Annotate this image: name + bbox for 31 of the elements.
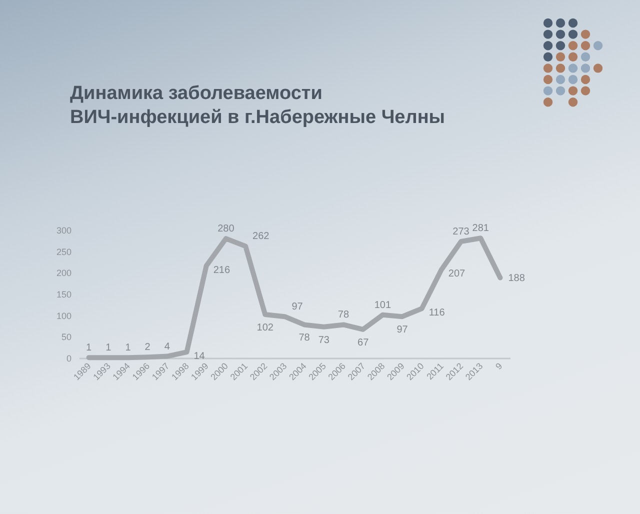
data-label: 1 [125, 342, 132, 354]
data-label: 1 [106, 342, 112, 354]
data-label: 262 [252, 231, 270, 242]
data-label: 273 [452, 226, 470, 238]
y-tick-label: 150 [56, 290, 72, 300]
y-tick-label: 100 [56, 310, 72, 321]
data-label: 78 [298, 332, 310, 344]
data-label: 116 [428, 308, 446, 319]
y-tick-label: 300 [56, 226, 72, 236]
data-label: 216 [213, 264, 230, 276]
data-label: 281 [472, 223, 490, 234]
data-label: 101 [374, 300, 392, 311]
chart-title: Динамика заболеваемости ВИЧ-инфекцией в г.Набережные Челны [70, 82, 446, 130]
data-label: 2 [144, 342, 151, 354]
data-label: 280 [218, 224, 235, 235]
y-tick-label: 200 [56, 268, 72, 278]
y-tick-label: 250 [56, 246, 72, 257]
data-label: 1 [86, 342, 92, 354]
data-label: 78 [338, 310, 350, 321]
data-label: 4 [164, 341, 170, 352]
data-label: 14 [194, 351, 206, 362]
data-label: 207 [448, 268, 466, 280]
data-label: 67 [358, 337, 370, 348]
data-label: 73 [318, 334, 330, 346]
y-tick-label: 50 [61, 332, 72, 342]
data-label: 102 [256, 322, 274, 334]
data-label: 188 [508, 272, 526, 284]
x-tick-label: 9 [494, 360, 504, 372]
y-tick-label: 0 [66, 354, 72, 364]
data-label: 97 [396, 324, 408, 336]
data-label: 97 [292, 302, 304, 313]
